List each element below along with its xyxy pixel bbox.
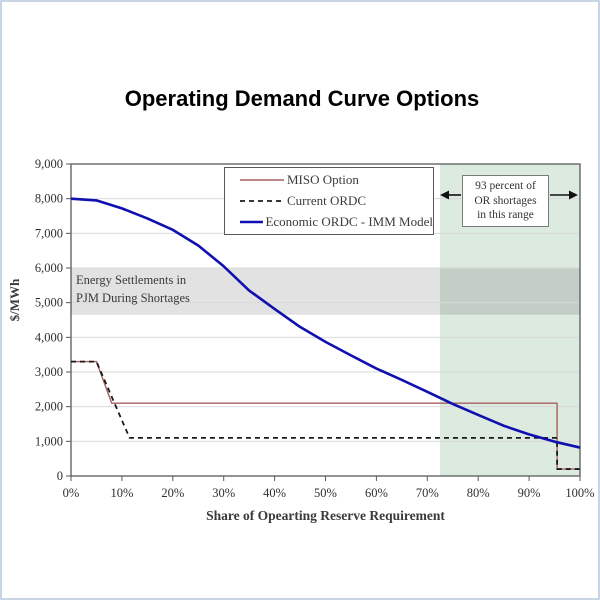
x-tick-label: 30% [212, 486, 235, 500]
text-line: Energy Settlements in [76, 273, 187, 287]
y-tick-label: 7,000 [35, 226, 63, 240]
y-tick-label: 0 [57, 469, 63, 483]
left-arrowhead-icon [440, 190, 450, 200]
x-tick-label: 70% [416, 486, 439, 500]
text-line: 93 percent of [475, 180, 536, 192]
y-tick-label: 4,000 [35, 330, 63, 344]
x-tick-label: 100% [565, 486, 594, 500]
legend-label: Economic ORDC - IMM Model [265, 214, 433, 229]
x-tick-label: 0% [63, 486, 80, 500]
text-line: OR shortages [474, 194, 537, 207]
y-tick-label: 6,000 [35, 261, 63, 275]
energy-settlements-label: Energy Settlements in PJM During Shortage… [76, 271, 190, 307]
y-tick-label: 3,000 [35, 365, 63, 379]
x-tick-label: 50% [314, 486, 337, 500]
legend-item: Economic ORDC - IMM Model [239, 213, 433, 232]
legend-line-swatch [240, 200, 284, 202]
x-tick-label: 10% [110, 486, 133, 500]
legend-label: Current ORDC [287, 193, 367, 208]
x-tick-label: 40% [263, 486, 286, 500]
x-tick-label: 80% [467, 486, 490, 500]
right-arrowhead-icon [569, 190, 578, 200]
y-axis-title: $/MWh [7, 278, 22, 322]
legend-line-swatch [240, 179, 284, 181]
y-tick-label: 5,000 [35, 296, 63, 310]
y-tick-label: 8,000 [35, 192, 63, 206]
x-tick-label: 90% [518, 486, 541, 500]
x-axis-title: Share of Opearting Reserve Requirement [206, 508, 445, 523]
legend-label: MISO Option [287, 172, 359, 187]
text-line: in this range [477, 209, 534, 221]
series-line-economic-ordc-imm-model [70, 197, 581, 449]
chart-title: Operating Demand Curve Options [124, 86, 480, 111]
y-tick-label: 1,000 [35, 434, 63, 448]
y-tick-label: 9,000 [35, 157, 63, 171]
series-line-current-ordc [71, 360, 580, 470]
y-tick-label: 2,000 [35, 400, 63, 414]
legend-item: Current ORDC [239, 192, 433, 211]
energy-settlements-band [71, 268, 580, 315]
x-tick-label: 60% [365, 486, 388, 500]
legend-line-swatch [240, 220, 264, 224]
shortage-range-callout: 93 percent of OR shortages in this range [462, 175, 549, 227]
legend-box: MISO Option Current ORDC Economic ORDC - I… [224, 167, 434, 235]
legend-item: MISO Option [239, 171, 433, 190]
text-line: PJM During Shortages [76, 291, 190, 305]
x-tick-label: 20% [161, 486, 184, 500]
